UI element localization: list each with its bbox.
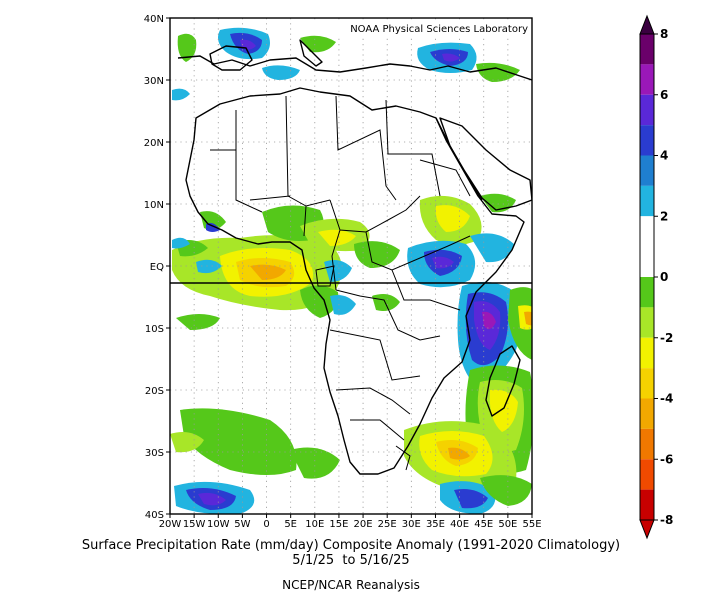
anomaly-blob [172, 237, 190, 249]
colorbar-tick-label: -8 [660, 513, 673, 527]
colorbar-segment [640, 277, 654, 308]
colorbar-segment [640, 216, 654, 247]
credit-box [302, 20, 530, 35]
africa-coastline [185, 87, 525, 475]
colorbar-tick-label: 6 [660, 88, 668, 102]
colorbar-bottom-arrow [639, 519, 655, 540]
colorbar-tick-label: -4 [660, 392, 673, 406]
lon-tick-label: 55E [522, 519, 541, 530]
anomaly-blob [435, 205, 470, 232]
colorbar-segment [640, 337, 654, 369]
lon-tick-label: 30E [402, 519, 421, 530]
colorbar-segment [640, 428, 654, 460]
anomaly-blob [372, 294, 400, 311]
colorbar [639, 14, 655, 540]
anomaly-blob [250, 264, 286, 280]
colorbar-tick-label: -2 [660, 331, 673, 345]
anomaly-blob [196, 259, 222, 274]
colorbar-segment [640, 489, 654, 520]
lon-tick-label: 20W [159, 519, 182, 530]
lon-tick-label: 15E [329, 519, 348, 530]
country-borders [210, 95, 471, 471]
latitude-labels: 40N 30N 20N 10N EQ 10S 20S 30S 40S [144, 14, 170, 521]
lat-tick-label: EQ [150, 262, 164, 273]
caption-source: NCEP/NCAR Reanalysis [282, 578, 420, 592]
colorbar-tick-label: 8 [660, 27, 668, 41]
lat-tick-label: 20N [144, 138, 164, 149]
lon-tick-label: 15W [183, 519, 206, 530]
anomaly-blob [480, 475, 532, 506]
longitude-labels: 20W 15W 10W 5W 0 5E 10E 15E 20E 25E 30E 35E 40E 45E 50… [159, 514, 542, 530]
lon-tick-label: 0 [263, 519, 269, 530]
lon-tick-label: 40E [450, 519, 469, 530]
anomaly-blob [448, 447, 470, 460]
anomaly-blob [524, 311, 532, 326]
lon-tick-label: 45E [474, 519, 493, 530]
colorbar-tick-label: -6 [660, 452, 673, 466]
caption-dates: 5/1/25 to 5/16/25 [292, 553, 410, 568]
caption-title: Surface Precipitation Rate (mm/day) Comp… [81, 538, 621, 553]
anomaly-blob [476, 62, 520, 82]
colorbar-segment [640, 64, 654, 95]
credit-label: NOAA Physical Sciences Laboratory [350, 24, 528, 35]
lat-tick-label: 40N [144, 14, 164, 25]
colorbar-segment [640, 155, 654, 186]
madagascar [485, 345, 521, 417]
colorbar-top-arrow [639, 14, 655, 35]
colorbar-segment [640, 185, 654, 217]
colorbar-labels: 8 6 4 2 0 -2 -4 -6 -8 [654, 27, 673, 527]
anomaly-blob [482, 311, 496, 330]
lon-tick-label: 50E [498, 519, 517, 530]
colorbar-segment [640, 307, 654, 338]
lat-tick-label: 30S [145, 448, 164, 459]
lon-tick-label: 5E [284, 519, 297, 530]
lat-tick-label: 40S [145, 510, 164, 521]
coastlines [177, 39, 532, 475]
italy [299, 39, 323, 67]
anomaly-blob [290, 447, 340, 479]
anomaly-blob [176, 314, 220, 330]
colorbar-segment [640, 34, 654, 65]
colorbar-segment [640, 459, 654, 490]
lat-tick-label: 10S [145, 324, 164, 335]
anomaly-blob [489, 389, 518, 432]
anomaly-blob [198, 492, 226, 506]
lat-tick-label: 20S [145, 386, 164, 397]
anomaly-blob [180, 408, 297, 475]
lon-tick-label: 25E [378, 519, 397, 530]
lon-tick-label: 10E [305, 519, 324, 530]
lon-tick-label: 10W [207, 519, 230, 530]
anomaly-blob [172, 88, 190, 101]
colorbar-tick-label: 0 [660, 270, 668, 284]
lon-tick-label: 5W [234, 519, 250, 530]
colorbar-segment [640, 368, 654, 399]
colorbar-segment [640, 125, 654, 156]
anomaly-blob [170, 432, 204, 453]
red-sea-line [435, 117, 483, 201]
anomaly-blob [177, 33, 197, 62]
europe-coast [177, 55, 532, 81]
colorbar-tick-label: 4 [660, 149, 668, 163]
anomaly-blob [454, 489, 488, 509]
colorbar-segment [640, 398, 654, 429]
anomaly-blob [432, 256, 454, 269]
map-gridlines [170, 18, 532, 514]
anomaly-blob [318, 229, 356, 246]
colorbar-segment [640, 94, 654, 126]
anomaly-blob [442, 53, 460, 62]
lon-tick-label: 35E [426, 519, 445, 530]
anomaly-blob [470, 233, 514, 263]
colorbar-segment [640, 246, 654, 277]
anomaly-blob [300, 285, 339, 318]
lat-tick-label: 30N [144, 76, 164, 87]
anomaly-shading [170, 27, 532, 514]
iberia [209, 45, 253, 71]
lat-tick-label: 10N [144, 200, 164, 211]
anomaly-blob [330, 295, 356, 315]
lon-tick-label: 20E [354, 519, 373, 530]
anomaly-blob [354, 241, 400, 268]
colorbar-tick-label: 2 [660, 209, 668, 223]
anomaly-blob [324, 260, 352, 282]
